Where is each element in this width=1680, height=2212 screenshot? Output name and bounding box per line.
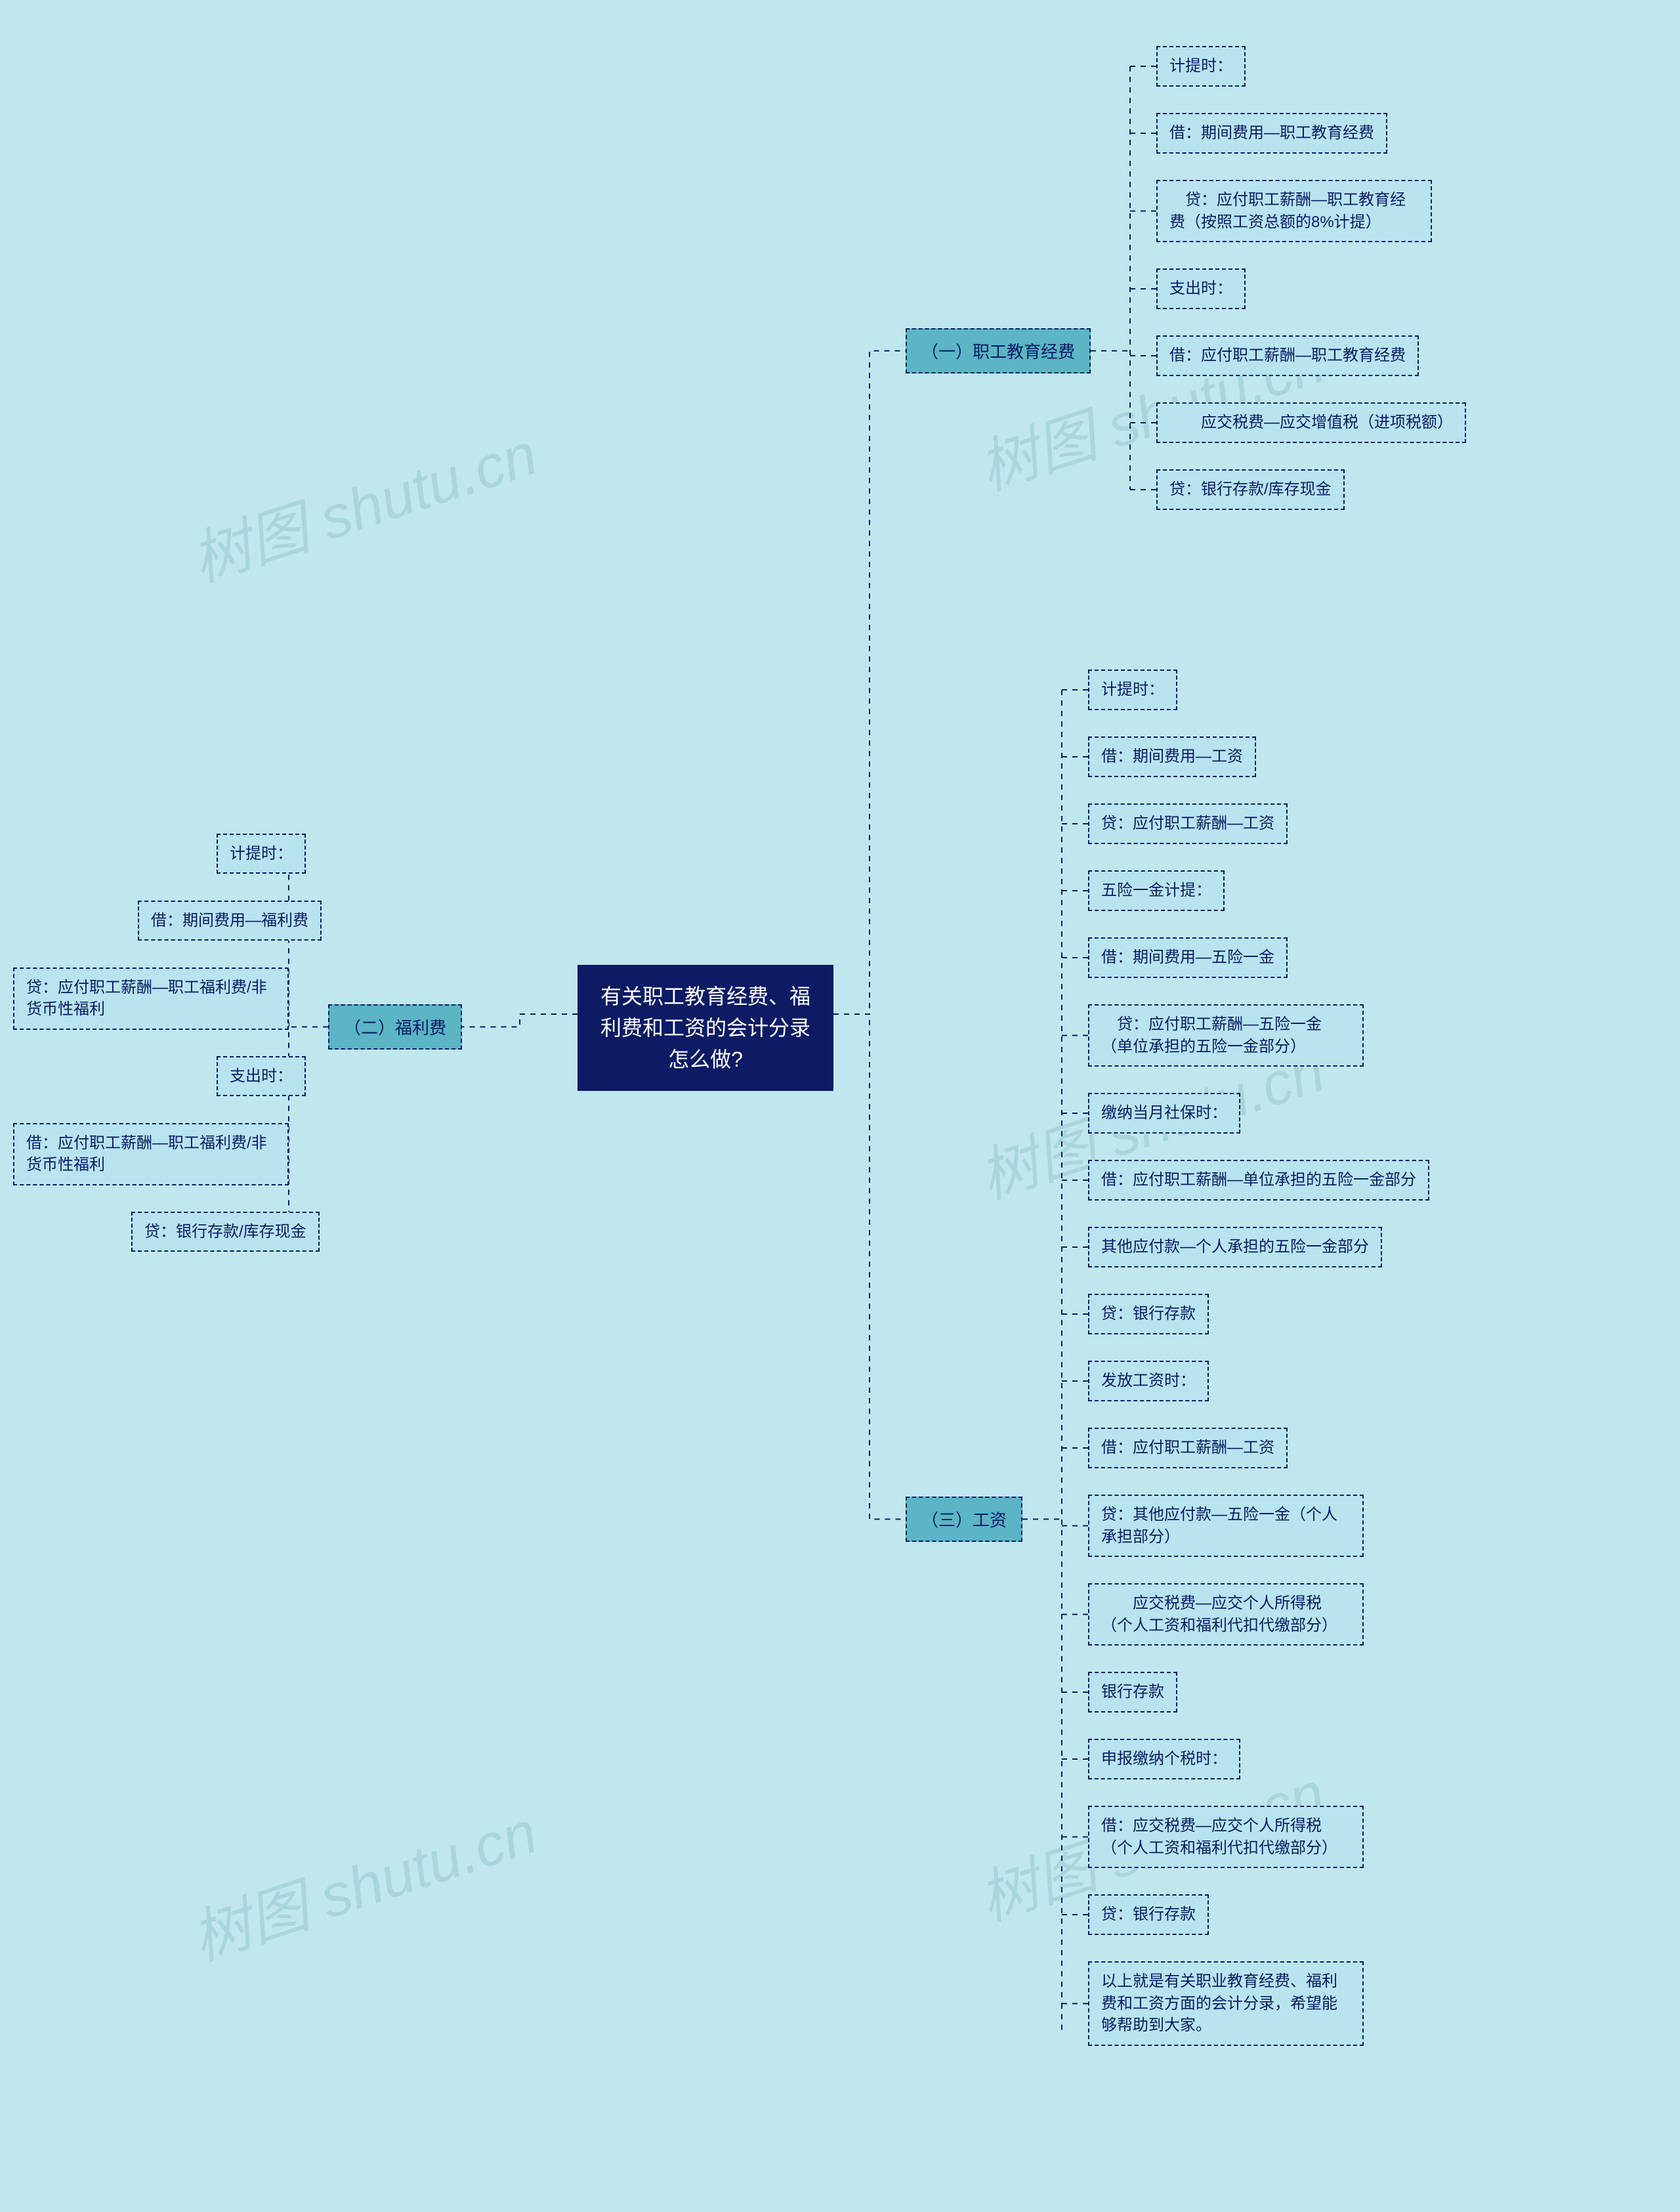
leaf-node: 支出时： [217, 1056, 306, 1097]
leaf-node: 以上就是有关职业教育经费、福利费和工资方面的会计分录，希望能够帮助到大家。 [1088, 1961, 1364, 2046]
leaf-node: 贷：银行存款/库存现金 [131, 1212, 320, 1252]
leaf-node: 借：期间费用—五险一金 [1088, 937, 1288, 978]
leaf-node: 其他应付款—个人承担的五险一金部分 [1088, 1227, 1382, 1267]
leaf-node: 银行存款 [1088, 1672, 1177, 1712]
leaf-node: 五险一金计提： [1088, 870, 1225, 911]
leaf-node: 贷：应付职工薪酬—五险一金（单位承担的五险一金部分） [1088, 1004, 1364, 1067]
leaf-node: 贷：银行存款/库存现金 [1156, 469, 1345, 510]
leaf-node: 计提时： [1088, 670, 1177, 710]
leaf-node: 借：应交税费—应交个人所得税（个人工资和福利代扣代缴部分） [1088, 1806, 1364, 1868]
leaf-node: 计提时： [1156, 46, 1246, 87]
watermark: 树图 shutu.cn [179, 1785, 546, 1976]
branch-education: （一）职工教育经费 [906, 328, 1091, 373]
leaf-node: 贷：其他应付款—五险一金（个人承担部分） [1088, 1495, 1364, 1557]
leaf-node: 计提时： [217, 834, 306, 874]
leaf-node: 借：期间费用—职工教育经费 [1156, 113, 1387, 154]
center-node: 有关职工教育经费、福利费和工资的会计分录怎么做? [578, 965, 833, 1091]
leaf-node: 支出时： [1156, 268, 1246, 309]
leaf-node: 借：应付职工薪酬—职工福利费/非货币性福利 [13, 1123, 289, 1185]
leaf-node: 贷：银行存款 [1088, 1294, 1209, 1334]
watermark: 树图 shutu.cn [179, 406, 546, 598]
leaf-node: 借：应付职工薪酬—单位承担的五险一金部分 [1088, 1160, 1429, 1201]
leaf-node: 贷：应付职工薪酬—职工福利费/非货币性福利 [13, 968, 289, 1030]
leaf-node: 申报缴纳个税时： [1088, 1739, 1240, 1779]
branch-salary: （三）工资 [906, 1497, 1022, 1542]
branch-welfare: （二）福利费 [328, 1004, 462, 1050]
leaf-node: 借：期间费用—工资 [1088, 736, 1256, 777]
leaf-node: 贷：应付职工薪酬—职工教育经费（按照工资总额的8%计提） [1156, 180, 1432, 242]
leaf-node: 应交税费—应交增值税（进项税额） [1156, 402, 1466, 443]
leaf-node: 贷：应付职工薪酬—工资 [1088, 803, 1288, 844]
leaf-node: 借：应付职工薪酬—工资 [1088, 1428, 1288, 1468]
leaf-node: 借：期间费用—福利费 [138, 901, 322, 941]
leaf-node: 借：应付职工薪酬—职工教育经费 [1156, 335, 1419, 376]
leaf-node: 发放工资时： [1088, 1361, 1209, 1401]
leaf-node: 应交税费—应交个人所得税（个人工资和福利代扣代缴部分） [1088, 1583, 1364, 1646]
leaf-node: 贷：银行存款 [1088, 1894, 1209, 1935]
leaf-node: 缴纳当月社保时： [1088, 1093, 1240, 1134]
connector-layer [0, 0, 1680, 2212]
